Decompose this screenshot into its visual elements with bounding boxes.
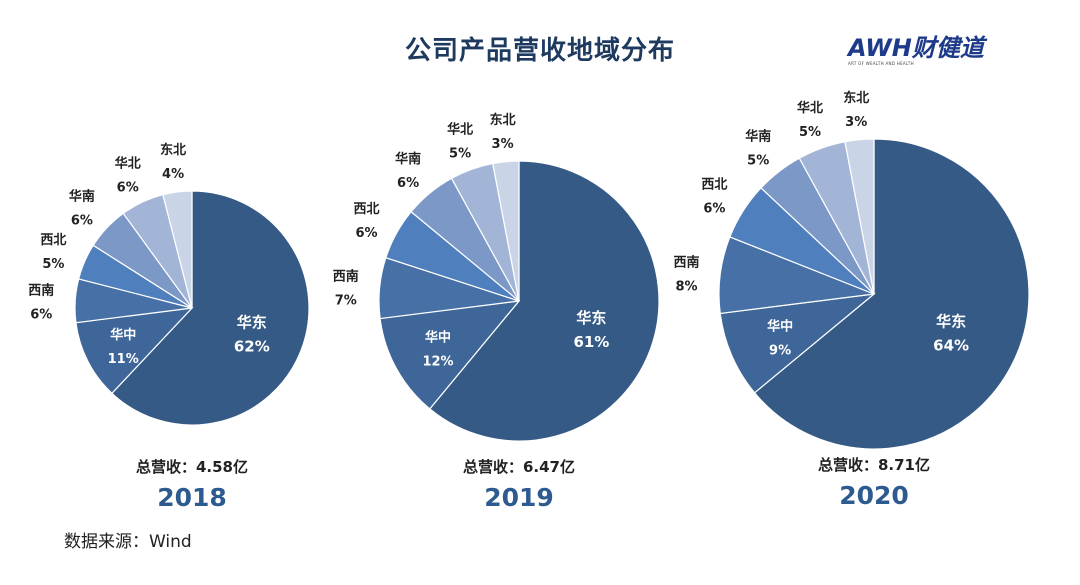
pie-label-name: 西北: [40, 233, 66, 248]
pie-label-value: 6%: [117, 180, 139, 195]
pie-label-2018-1: 华中 11%: [108, 327, 139, 367]
pie-label-name: 华南: [745, 129, 771, 145]
pie-label-name: 华北: [115, 155, 141, 171]
pie-slice-2020-6: [844, 138, 875, 295]
pie-label-value: 5%: [747, 154, 769, 169]
pie-slice-2018-1: [75, 307, 194, 395]
pie-label-name: 东北: [843, 90, 869, 106]
pie-label-name: 华东: [936, 312, 966, 330]
pie-label-value: 3%: [845, 115, 867, 130]
pie-slice-2018-0: [111, 190, 310, 426]
pie-label-2018-5: 华北 6%: [115, 155, 141, 195]
pie-label-name: 华中: [110, 327, 136, 343]
pie-label-value: 4%: [162, 167, 184, 182]
pie-label-name: 华中: [767, 319, 793, 335]
pie-label-name: 华东: [576, 309, 606, 327]
pie-label-2020-2: 西南 8%: [673, 254, 699, 294]
pie-slice-2020-1: [719, 293, 876, 394]
pie-label-value: 11%: [108, 352, 139, 367]
pie-chart-2020: 华东 64% 华中 9% 西南 8% 西北 6% 华南 5% 华北 5% 东北 3% 总营收：8.71亿 20…: [673, 90, 1030, 510]
pie-chart-2019: 华东 61% 华中 12% 西南 7% 西北 6% 华南 6% 华北 5% 东北 3% 总营收：6.47亿 2…: [333, 112, 660, 512]
total-revenue-2020: 总营收：8.71亿: [818, 456, 930, 474]
pie-label-value: 5%: [449, 146, 471, 161]
pie-label-value: 9%: [769, 344, 791, 359]
pie-label-name: 华南: [395, 151, 421, 167]
pie-label-value: 3%: [492, 137, 514, 152]
page-title: 公司产品营收地域分布: [404, 36, 675, 66]
pie-label-2019-1: 华中 12%: [422, 330, 453, 370]
pie-label-name: 西北: [701, 178, 727, 193]
logo-text: AWH财健道: [848, 34, 984, 62]
pie-label-name: 西南: [673, 254, 699, 270]
pie-label-name: 东北: [490, 112, 516, 128]
pie-label-value: 6%: [30, 308, 52, 323]
pie-label-value: 12%: [422, 355, 453, 370]
brand-logo: AWH财健道 ART OF WEALTH AND HEALTH: [848, 36, 998, 76]
pie-label-name: 华东: [237, 314, 267, 332]
pie-label-name: 华北: [447, 121, 473, 137]
data-source: 数据来源：Wind: [64, 532, 192, 552]
pie-label-2019-2: 西南 7%: [333, 269, 359, 309]
pie-label-2020-1: 华中 9%: [767, 319, 793, 359]
pie-slice-2019-0: [428, 160, 660, 442]
pie-label-value: 6%: [355, 226, 377, 241]
pie-label-value: 6%: [71, 214, 93, 229]
pie-label-value: 64%: [933, 336, 969, 354]
year-label-2020: 2020: [839, 481, 909, 510]
pie-label-2018-4: 华南 6%: [69, 189, 95, 229]
year-label-2018: 2018: [157, 483, 227, 512]
pie-label-2020-4: 华南 5%: [745, 129, 771, 169]
pie-label-2019-0: 华东 61%: [573, 309, 609, 351]
pie-label-name: 西南: [333, 269, 359, 285]
pie-label-name: 华南: [69, 189, 95, 205]
pie-label-2019-6: 东北 3%: [490, 112, 516, 152]
pie-label-2018-2: 西南 6%: [28, 283, 54, 323]
pie-label-name: 华北: [797, 100, 823, 116]
pie-label-2020-6: 东北 3%: [843, 90, 869, 130]
pie-slice-2020-0: [753, 138, 1030, 450]
total-revenue-2018: 总营收：4.58亿: [136, 458, 248, 476]
pie-label-2019-3: 西北 6%: [353, 202, 379, 241]
pie-label-2018-0: 华东 62%: [234, 314, 270, 356]
pie-label-name: 华中: [425, 330, 451, 346]
pie-label-value: 5%: [42, 257, 64, 272]
pie-label-name: 西南: [28, 283, 54, 299]
pie-label-2020-5: 华北 5%: [797, 100, 823, 140]
pie-chart-2018: 华东 62% 华中 11% 西南 6% 西北 5% 华南 6% 华北 6% 东北 4% 总营收：4.58亿 2…: [28, 142, 310, 512]
pie-label-value: 5%: [799, 125, 821, 140]
pie-label-value: 61%: [573, 333, 609, 351]
pie-label-name: 西北: [353, 202, 379, 217]
pie-label-2019-5: 华北 5%: [447, 121, 473, 161]
pie-slice-2019-6: [492, 160, 520, 302]
pie-label-value: 8%: [675, 279, 697, 294]
pie-label-value: 6%: [397, 176, 419, 191]
pie-label-value: 62%: [234, 338, 270, 356]
logo-subtitle: ART OF WEALTH AND HEALTH: [848, 61, 914, 66]
pie-slice-2018-6: [162, 190, 193, 309]
pie-label-name: 东北: [160, 142, 186, 158]
pie-label-2018-3: 西北 5%: [40, 233, 66, 272]
year-label-2019: 2019: [484, 483, 554, 512]
pie-label-2020-0: 华东 64%: [933, 312, 969, 354]
pie-label-2019-4: 华南 6%: [395, 151, 421, 191]
pie-label-2020-3: 西北 6%: [701, 178, 727, 217]
pie-slice-2019-1: [379, 300, 521, 410]
pie-label-value: 7%: [335, 294, 357, 309]
total-revenue-2019: 总营收：6.47亿: [463, 458, 575, 476]
pie-label-2018-6: 东北 4%: [160, 142, 186, 182]
pie-label-value: 6%: [703, 202, 725, 217]
